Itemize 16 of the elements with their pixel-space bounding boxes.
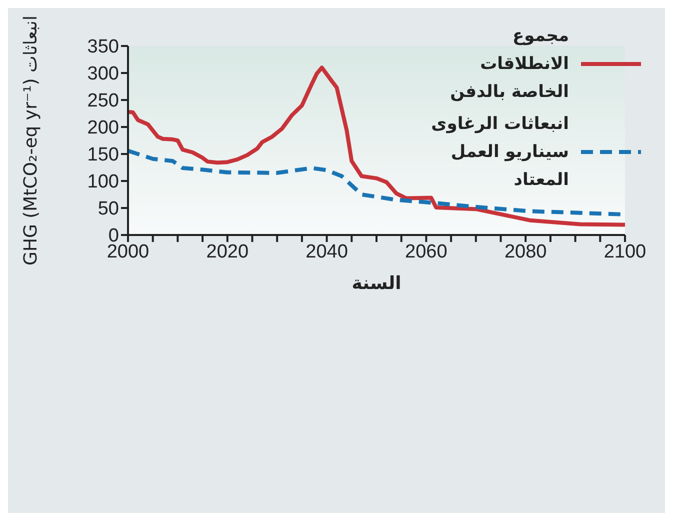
x-tick-label: 2080 (504, 241, 547, 262)
y-tick-label: 350 (87, 36, 119, 58)
y-tick-label: 200 (87, 118, 119, 139)
x-tick-label: 2100 (604, 241, 646, 262)
legend-label: مجموع الانطلاقات الخاصة بالدفن (449, 25, 569, 104)
y-tick-label: 150 (87, 144, 119, 166)
y-tick-label: 300 (87, 64, 119, 85)
x-tick-label: 2020 (206, 241, 249, 262)
y-axis-title: انبعاثات GHG (MtCO₂-eq yr⁻¹) (20, 15, 42, 266)
x-tick-label: 2060 (405, 241, 448, 262)
legend-label: انبعاثات الرغاوى سيناريو العمل المعتاد (430, 113, 569, 192)
x-tick-label: 2040 (306, 241, 348, 262)
y-tick-label: 50 (98, 198, 119, 220)
x-axis-title: السنة (352, 273, 402, 294)
y-tick-label: 250 (87, 90, 119, 112)
y-tick-label: 100 (87, 172, 119, 193)
